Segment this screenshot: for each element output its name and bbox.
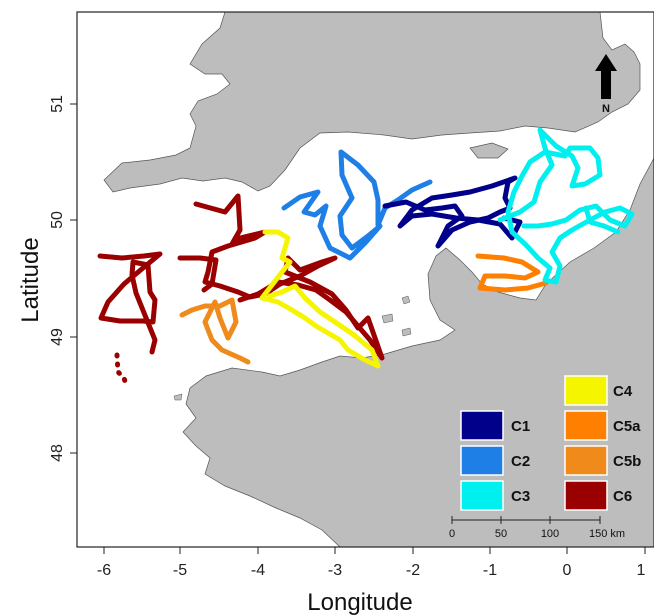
track-c4 <box>259 229 381 369</box>
land-channel-island-2 <box>381 313 394 324</box>
x-axis-title: Longitude <box>307 589 412 615</box>
y-axis-title: Latitude <box>17 237 44 322</box>
legend-swatch-c5a <box>564 410 608 441</box>
legend-swatch-c6 <box>564 480 608 511</box>
x-tick-label: -4 <box>251 562 265 579</box>
legend-swatch-c2 <box>460 445 504 476</box>
track-c6-hook <box>177 255 219 293</box>
y-tick-label: 49 <box>49 328 66 346</box>
track-c6-west <box>97 251 163 355</box>
land-isle-of-wight <box>469 142 509 159</box>
legend-label-c5b: C5b <box>613 453 641 470</box>
north-arrow: N <box>595 54 617 115</box>
map-panel <box>77 12 654 547</box>
track-c3-east <box>583 205 621 235</box>
track-c5b <box>179 297 251 365</box>
track-c5a <box>475 253 549 293</box>
legend-swatch-c1 <box>460 410 504 441</box>
plot-frame <box>76 11 654 548</box>
x-tick-label: -3 <box>328 562 342 579</box>
north-arrow-icon <box>595 54 617 99</box>
scale-label: 150 km <box>589 528 625 540</box>
y-tick-label: 50 <box>49 211 66 229</box>
x-tick-label: -1 <box>483 562 497 579</box>
track-c2 <box>281 149 433 261</box>
legend-swatch-c5b <box>564 445 608 476</box>
scale-label: 0 <box>449 528 455 540</box>
land-channel-island-1 <box>401 295 411 305</box>
legend-swatch-c3 <box>460 480 504 511</box>
north-label: N <box>602 103 610 115</box>
x-axis <box>103 547 646 554</box>
legend-label-c3: C3 <box>511 488 530 505</box>
legend-label-c5a: C5a <box>613 418 641 435</box>
y-axis <box>70 103 77 454</box>
x-tick-label: -2 <box>406 562 420 579</box>
x-tick-label: -5 <box>173 562 187 579</box>
legend-label-c2: C2 <box>511 453 530 470</box>
legend-swatch-c4 <box>564 375 608 406</box>
legend-label-c1: C1 <box>511 418 530 435</box>
x-tick-label: 0 <box>563 562 572 579</box>
legend-label-c4: C4 <box>613 383 633 400</box>
track-c6-dots <box>114 352 130 391</box>
scale-bar: 0 50 100 150 km <box>449 516 625 540</box>
land-channel-island-4 <box>173 393 183 401</box>
legend-label-c6: C6 <box>613 488 632 505</box>
land-great-britain <box>103 12 641 193</box>
y-tick-label: 51 <box>49 95 66 113</box>
scale-label: 50 <box>495 528 507 540</box>
survey-tracks <box>97 127 635 391</box>
x-tick-label: -6 <box>97 562 111 579</box>
x-tick-label: 1 <box>637 562 646 579</box>
land-channel-island-3 <box>401 327 412 337</box>
scale-label: 100 <box>541 528 559 540</box>
legend: C1 C2 C3 C4 C5a C5b C6 <box>460 375 641 511</box>
x-tick-labels: -6 -5 -4 -3 -2 -1 0 1 <box>97 562 646 579</box>
y-tick-labels: 48 49 50 51 <box>49 95 66 462</box>
track-c3 <box>497 127 635 285</box>
y-tick-label: 48 <box>49 444 66 462</box>
track-c1 <box>382 175 523 249</box>
